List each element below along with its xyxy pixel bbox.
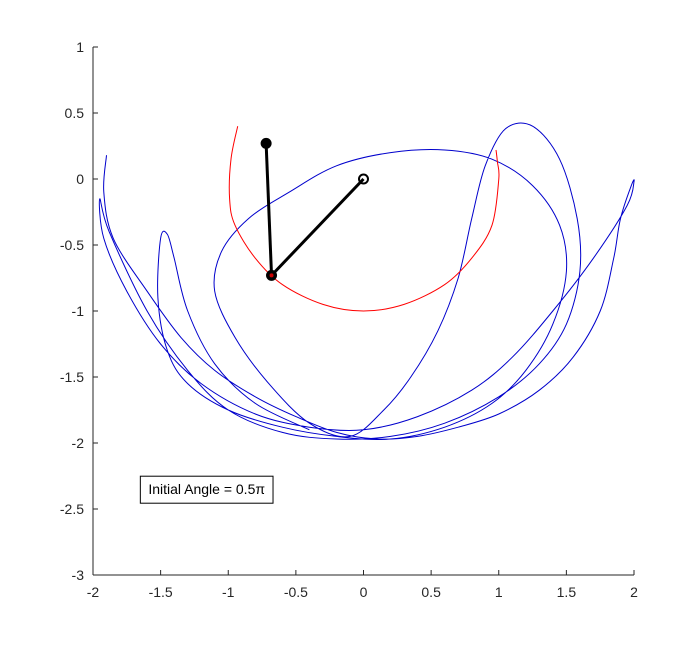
y-tick-label: -0.5	[60, 237, 84, 253]
y-tick-label: -2	[72, 435, 85, 451]
x-tick-label: -1	[222, 584, 235, 600]
y-ticks: -3 -2.5 -2 -1.5 -1 -0.5 0 0.5 1	[60, 39, 98, 583]
x-tick-label: 1.5	[557, 584, 577, 600]
arc-line	[228, 126, 500, 312]
y-tick-label: -1.5	[60, 369, 84, 385]
x-ticks: -2 -1.5 -1 -0.5 0 0.5 1 1.5 2	[87, 570, 638, 600]
axes: -2 -1.5 -1 -0.5 0 0.5 1 1.5 2 -3 -2.5 -2 -1.5 -1 -0.5…	[60, 39, 638, 600]
x-tick-label: -0.5	[284, 584, 308, 600]
y-tick-label: -1	[72, 303, 85, 319]
bob-2-marker	[260, 137, 272, 149]
x-tick-label: 1	[495, 584, 503, 600]
annotation-text: Initial Angle = 0.5π	[148, 481, 265, 497]
annotation-box	[139, 475, 274, 504]
bob-1-center	[269, 273, 274, 278]
x-tick-label: 2	[630, 584, 638, 600]
x-tick-label: -1.5	[149, 584, 173, 600]
y-tick-label: 1	[76, 39, 84, 55]
annotation: Initial Angle = 0.5π	[139, 475, 274, 504]
y-tick-label: 0.5	[65, 105, 85, 121]
x-tick-label: 0.5	[421, 584, 441, 600]
pendulum-rod-2	[264, 143, 274, 276]
y-tick-label: -2.5	[60, 501, 84, 517]
x-tick-label: -2	[87, 584, 100, 600]
pivot-marker	[358, 173, 369, 185]
y-tick-label: -3	[72, 567, 85, 583]
series-layer	[98, 122, 635, 441]
pendulum-rod-1	[270, 177, 365, 277]
pendulum	[260, 137, 369, 281]
trace-line	[98, 122, 635, 441]
y-tick-label: 0	[76, 171, 84, 187]
x-tick-label: 0	[360, 584, 368, 600]
